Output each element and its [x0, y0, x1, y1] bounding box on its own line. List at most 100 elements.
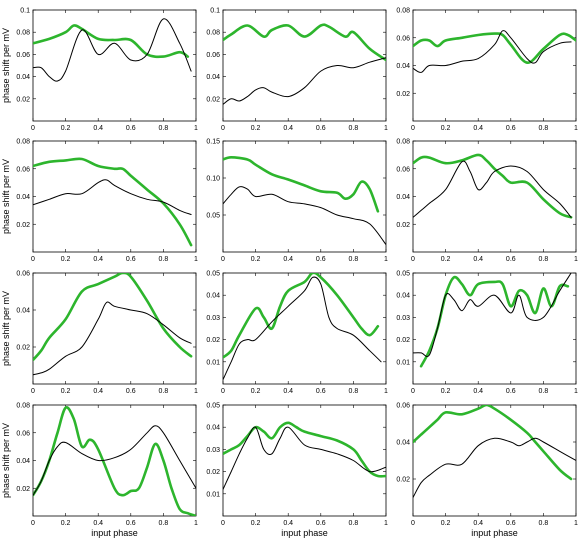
x-tick-label: 0.6 — [506, 256, 516, 263]
y-tick-label: 0.10 — [206, 176, 220, 183]
green-series-line — [223, 23, 386, 62]
y-tick-label: 0.05 — [206, 213, 220, 220]
x-tick-label: 0.8 — [159, 520, 169, 527]
y-tick-label: 0.05 — [206, 403, 220, 410]
x-tick-label: 0.8 — [159, 125, 169, 132]
y-axis-label: phase shift per mV — [1, 28, 11, 103]
green-series-line — [223, 273, 380, 359]
x-tick-label: 0 — [411, 388, 415, 395]
y-tick-label: 0.06 — [206, 52, 220, 59]
black-series-line — [413, 30, 572, 73]
x-tick-label: 0.8 — [539, 256, 549, 263]
x-tick-label: 1 — [384, 125, 388, 132]
x-tick-label: 0.6 — [316, 520, 326, 527]
green-series-line — [413, 405, 573, 481]
x-tick-label: 0.2 — [61, 256, 71, 263]
y-tick-label: 0.06 — [16, 271, 30, 278]
x-tick-label: 0.2 — [251, 125, 261, 132]
y-tick-label: 0.15 — [206, 139, 220, 146]
x-tick-label: 0.8 — [349, 256, 359, 263]
black-series-line — [33, 18, 192, 82]
y-tick-label: 0.02 — [396, 337, 410, 344]
x-tick-label: 0.4 — [93, 388, 103, 395]
green-series-line — [223, 421, 386, 478]
y-tick-label: 0.04 — [206, 74, 220, 81]
x-tick-label: 0.2 — [441, 388, 451, 395]
x-tick-label: 0.8 — [349, 520, 359, 527]
y-tick-label: 0.08 — [16, 30, 30, 37]
y-tick-label: 0.06 — [16, 430, 30, 437]
y-tick-label: 0.04 — [206, 425, 220, 432]
y-tick-label: 0.04 — [396, 440, 410, 447]
x-tick-label: 0.2 — [61, 388, 71, 395]
y-tick-label: 0.05 — [206, 271, 220, 278]
y-axis-label: phase shift per mV — [1, 159, 11, 234]
x-tick-label: 0 — [221, 256, 225, 263]
x-tick-label: 0.8 — [539, 125, 549, 132]
y-tick-label: 0.02 — [16, 486, 30, 493]
y-tick-label: 0.03 — [396, 315, 410, 322]
black-series-line — [33, 425, 196, 496]
x-tick-label: 0.4 — [283, 388, 293, 395]
y-tick-label: 0.02 — [16, 96, 30, 103]
green-series-line — [33, 157, 193, 247]
x-tick-label: 0.8 — [159, 256, 169, 263]
x-tick-label: 1 — [574, 256, 578, 263]
x-axis-label: input phase — [471, 528, 518, 538]
x-tick-label: 0.6 — [126, 256, 136, 263]
y-tick-label: 0.02 — [396, 477, 410, 484]
plot-frame — [32, 272, 197, 385]
x-tick-label: 1 — [384, 520, 388, 527]
green-series-line — [33, 406, 196, 516]
x-tick-label: 0.2 — [441, 125, 451, 132]
y-tick-label: 0.02 — [206, 96, 220, 103]
plot-frame — [222, 9, 387, 122]
subplot-0-2: 0 0.2 0.4 0.6 0.8 1 0.02 0.04 0.06 0.08 — [396, 8, 578, 133]
black-series-line — [223, 57, 386, 105]
green-series-line — [413, 32, 576, 64]
y-tick-label: 0.08 — [16, 139, 30, 146]
plot-frame — [222, 404, 387, 517]
x-tick-label: 0.6 — [316, 388, 326, 395]
x-tick-label: 1 — [384, 256, 388, 263]
y-tick-label: 0.01 — [396, 359, 410, 366]
x-tick-label: 1 — [384, 388, 388, 395]
y-tick-label: 0.04 — [16, 458, 30, 465]
y-tick-label: 0.08 — [396, 139, 410, 146]
x-tick-label: 0 — [31, 125, 35, 132]
x-tick-label: 0.4 — [473, 388, 483, 395]
plot-frame — [32, 404, 197, 517]
y-tick-label: 0.04 — [16, 194, 30, 201]
x-tick-label: 0.8 — [349, 388, 359, 395]
subplot-3-0: 0 0.2 0.4 0.6 0.8 1 0.02 0.04 0.06 0.08 phase shif… — [1, 403, 198, 539]
x-tick-label: 0.6 — [126, 520, 136, 527]
y-tick-label: 0.1 — [20, 8, 30, 15]
green-series-line — [33, 24, 190, 59]
x-tick-label: 0.2 — [251, 388, 261, 395]
black-series-line — [223, 426, 386, 490]
y-tick-label: 0.06 — [16, 166, 30, 173]
black-series-line — [223, 186, 386, 246]
x-tick-label: 0 — [411, 125, 415, 132]
y-tick-label: 0.04 — [396, 194, 410, 201]
x-tick-label: 0.6 — [506, 388, 516, 395]
x-tick-label: 0 — [31, 388, 35, 395]
y-tick-label: 0.04 — [206, 293, 220, 300]
x-tick-label: 1 — [194, 388, 198, 395]
y-tick-label: 0.04 — [396, 293, 410, 300]
y-tick-label: 0.08 — [206, 30, 220, 37]
y-tick-label: 0.08 — [396, 8, 410, 15]
x-tick-label: 0.8 — [349, 125, 359, 132]
y-tick-label: 0.1 — [210, 8, 220, 15]
x-tick-label: 1 — [574, 520, 578, 527]
y-tick-label: 0.02 — [396, 222, 410, 229]
y-tick-label: 0.03 — [206, 315, 220, 322]
x-tick-label: 0.4 — [283, 256, 293, 263]
subplot-1-0: 0 0.2 0.4 0.6 0.8 1 0.02 0.04 0.06 0.08 phase shif… — [1, 139, 198, 264]
y-tick-label: 0.02 — [16, 222, 30, 229]
black-series-line — [413, 273, 572, 358]
y-tick-label: 0.06 — [16, 52, 30, 59]
x-tick-label: 0.6 — [126, 125, 136, 132]
x-tick-label: 0.4 — [283, 520, 293, 527]
x-axis-label: input phase — [281, 528, 328, 538]
